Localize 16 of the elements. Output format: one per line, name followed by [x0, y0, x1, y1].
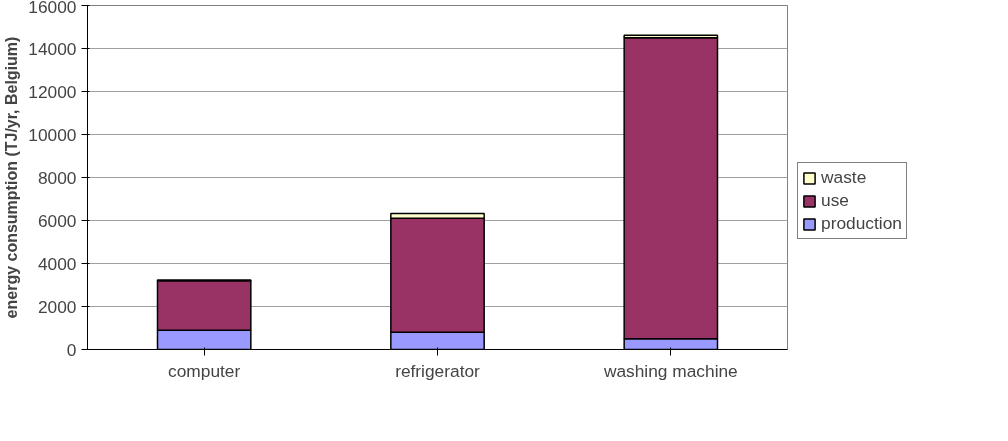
- x-tick-label: washing machine: [602, 360, 738, 381]
- y-axis-title: energy consumption (TJ/yr, Belgium): [3, 36, 21, 319]
- legend-label: waste: [821, 167, 867, 188]
- y-tick-label: 6000: [37, 210, 77, 231]
- x-tick-label: refrigerator: [395, 360, 481, 381]
- y-tick-label: 4000: [37, 253, 77, 274]
- y-tick-label: 16000: [28, 0, 77, 17]
- y-tick-label: 12000: [28, 81, 77, 102]
- y-tick-label: 0: [66, 339, 77, 360]
- y-tick-label: 2000: [37, 296, 77, 317]
- y-tick-label: 10000: [28, 124, 77, 145]
- legend-label: use: [821, 190, 849, 211]
- y-tick-label: 8000: [37, 167, 77, 188]
- legend-label: production: [821, 213, 902, 234]
- x-tick-label: computer: [168, 360, 241, 381]
- y-tick-label: 14000: [28, 38, 77, 59]
